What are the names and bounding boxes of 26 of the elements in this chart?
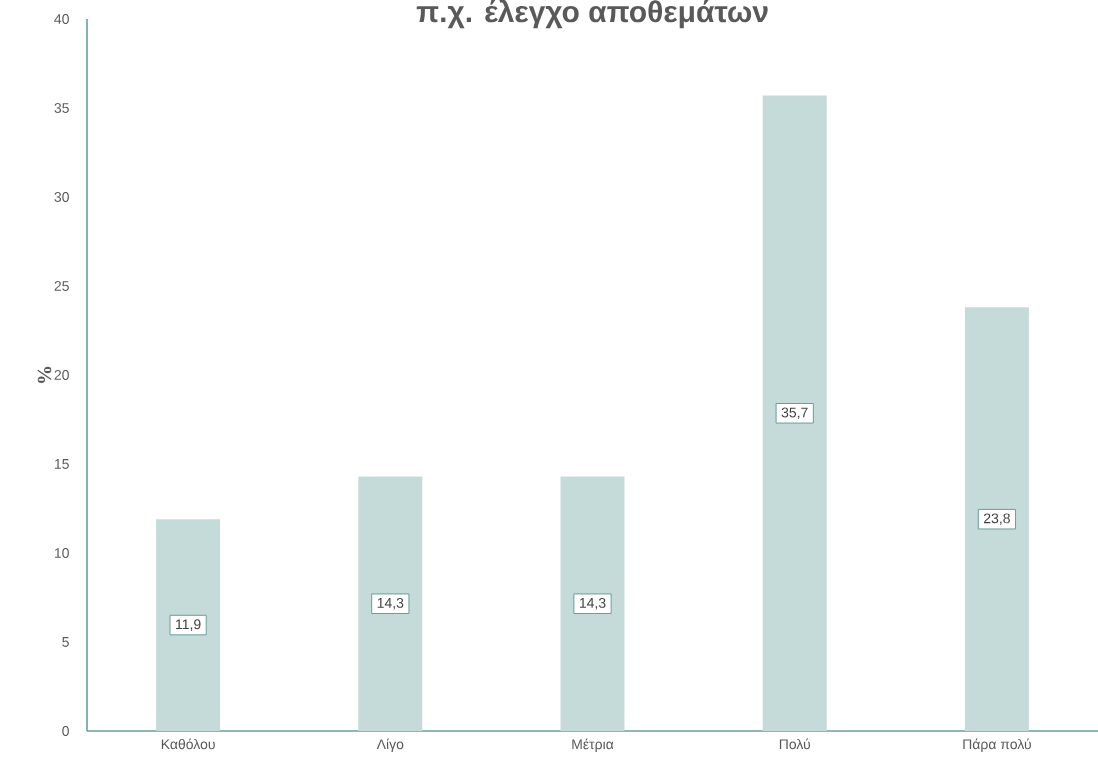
x-tick-label: Λίγο (376, 738, 404, 752)
y-axis-title: % (37, 366, 52, 383)
bar (358, 476, 423, 731)
x-tick-label: Καθόλου (161, 738, 215, 750)
bar (964, 307, 1029, 731)
data-label: 14,3 (377, 597, 404, 610)
bar (156, 519, 221, 731)
y-tick-label: 25 (54, 281, 69, 291)
y-tick-label: 5 (62, 637, 69, 647)
x-tick-label: Πολύ (779, 738, 811, 750)
y-tick-label: 30 (54, 192, 69, 202)
chart-title: π.χ. έλεγχο αποθεμάτων (416, 0, 768, 29)
y-tick-label: 35 (54, 103, 69, 113)
y-tick-label: 40 (54, 14, 69, 24)
y-tick-label: 15 (54, 459, 69, 469)
data-label: 23,8 (983, 513, 1010, 525)
bar (762, 95, 827, 731)
data-label: 14,3 (579, 597, 606, 610)
y-tick-label: 10 (54, 548, 69, 558)
data-label: 11,9 (176, 619, 201, 631)
y-tick-label: 20 (54, 370, 69, 380)
y-tick-label: 0 (62, 726, 69, 736)
x-tick-label: Μέτρια (572, 738, 614, 752)
bar (560, 476, 625, 731)
data-label: 35,7 (781, 407, 808, 420)
x-tick-label: Πάρα πολύ (963, 738, 1031, 752)
